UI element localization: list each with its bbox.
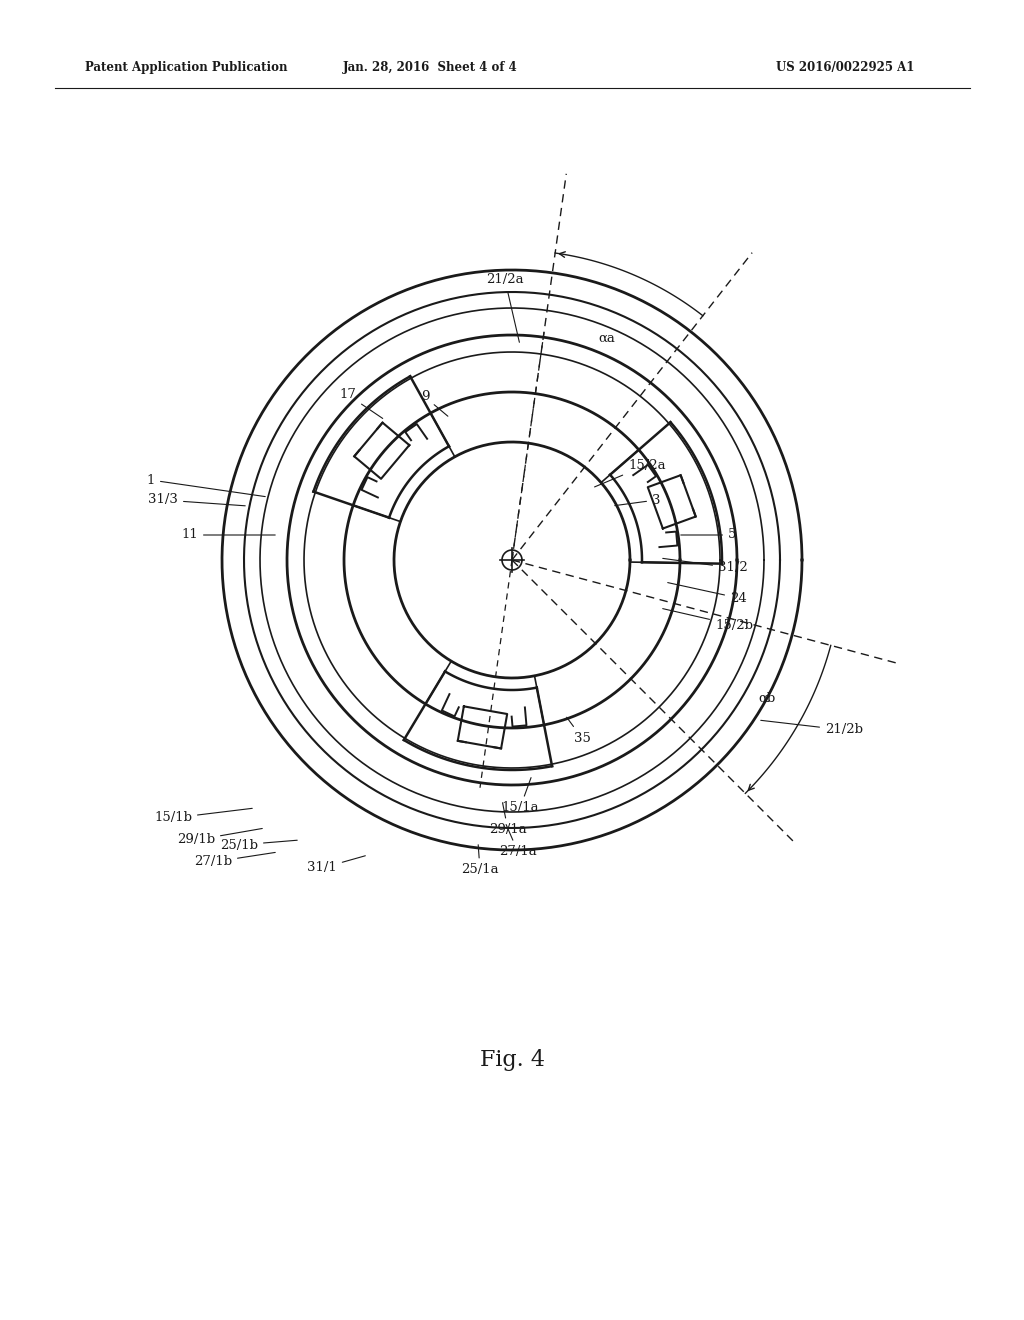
Text: 35: 35 — [566, 717, 591, 744]
Text: 24: 24 — [668, 582, 746, 605]
Text: 9: 9 — [421, 391, 447, 416]
Text: 11: 11 — [181, 528, 275, 541]
Text: 25/1b: 25/1b — [220, 838, 297, 851]
Text: 31/3: 31/3 — [148, 494, 245, 507]
Text: 21/2a: 21/2a — [486, 273, 524, 342]
Text: αa: αa — [598, 331, 614, 345]
Text: 15/1a: 15/1a — [501, 777, 539, 814]
Text: US 2016/0022925 A1: US 2016/0022925 A1 — [776, 62, 914, 74]
Text: 15/2b: 15/2b — [663, 609, 753, 631]
Text: 15/2a: 15/2a — [595, 458, 666, 487]
Text: 27/1a: 27/1a — [499, 825, 537, 858]
Text: 29/1a: 29/1a — [489, 803, 527, 837]
Text: 3: 3 — [614, 494, 660, 507]
Text: 25/1a: 25/1a — [461, 845, 499, 876]
Text: Jan. 28, 2016  Sheet 4 of 4: Jan. 28, 2016 Sheet 4 of 4 — [343, 62, 517, 74]
Text: 17: 17 — [340, 388, 383, 418]
Text: 29/1b: 29/1b — [177, 829, 262, 846]
Text: 21/2b: 21/2b — [761, 721, 863, 737]
Text: 31/2: 31/2 — [663, 558, 748, 574]
Text: 1: 1 — [146, 474, 265, 496]
Text: Fig. 4: Fig. 4 — [479, 1049, 545, 1071]
Text: αb: αb — [758, 692, 775, 705]
Text: 27/1b: 27/1b — [194, 853, 275, 869]
Text: 5: 5 — [681, 528, 736, 541]
Text: Patent Application Publication: Patent Application Publication — [85, 62, 288, 74]
Text: 31/1: 31/1 — [307, 855, 366, 874]
Text: 15/1b: 15/1b — [154, 808, 252, 825]
